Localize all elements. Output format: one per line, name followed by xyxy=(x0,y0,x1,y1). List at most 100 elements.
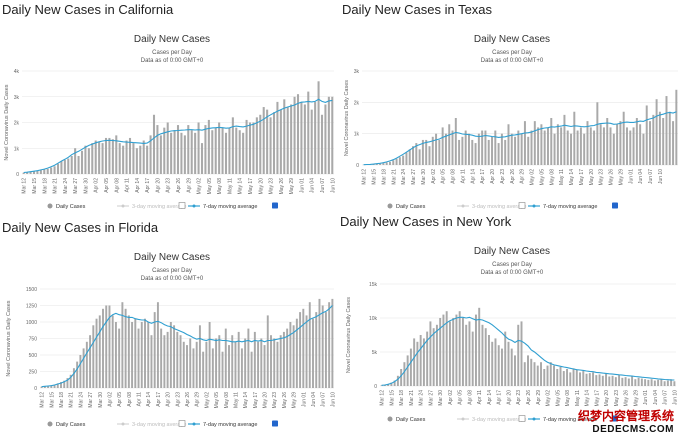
bar-daily-cases xyxy=(444,133,447,165)
legend-3-day-checkbox[interactable] xyxy=(518,202,526,209)
bar-daily-cases xyxy=(379,163,382,165)
x-tick-label: Jun 01 xyxy=(643,390,649,405)
x-tick-label: May 20 xyxy=(263,392,269,409)
bar-daily-cases xyxy=(608,376,611,386)
bar-daily-cases xyxy=(487,335,490,386)
chart-subtitle-date: Data as of 0:00 GMT+0 xyxy=(141,58,204,64)
bar-daily-cases xyxy=(124,308,127,388)
bar-daily-cases xyxy=(627,378,630,386)
x-tick-label: Apr 17 xyxy=(480,169,486,184)
chart-title: Daily New Cases xyxy=(134,34,210,45)
bar-daily-cases xyxy=(134,318,137,388)
x-tick-label: Mar 15 xyxy=(389,390,395,406)
bar-daily-cases xyxy=(644,379,647,386)
x-tick-label: Mar 12 xyxy=(40,392,46,408)
y-tick-label: 0 xyxy=(356,163,359,169)
legend-7-day-checkbox[interactable] xyxy=(612,415,618,422)
bar-daily-cases xyxy=(520,133,523,165)
bar-daily-cases xyxy=(252,122,255,174)
bar-daily-cases xyxy=(128,137,132,174)
bar-daily-cases xyxy=(295,318,298,388)
bar-daily-cases xyxy=(218,335,221,388)
x-tick-label: May 20 xyxy=(258,178,264,195)
bar-daily-cases xyxy=(169,322,172,388)
bar-daily-cases xyxy=(543,130,546,165)
bar-daily-cases xyxy=(238,130,241,174)
bar-daily-cases xyxy=(153,312,156,388)
x-tick-label: Apr 14 xyxy=(487,390,493,405)
bar-daily-cases xyxy=(477,133,480,165)
bar-daily-cases xyxy=(556,124,559,165)
bar-daily-cases xyxy=(118,143,121,174)
y-tick-label: 2k xyxy=(14,121,20,127)
bar-daily-cases xyxy=(647,379,650,386)
bar-daily-cases xyxy=(618,375,621,386)
bar-daily-cases xyxy=(263,345,266,388)
bar-daily-cases xyxy=(127,315,130,388)
bar-daily-cases xyxy=(192,348,195,388)
bar-daily-cases xyxy=(372,164,375,165)
bar-daily-cases xyxy=(257,341,260,388)
bar-daily-cases xyxy=(464,130,467,165)
bar-daily-cases xyxy=(474,143,477,165)
legend-7-day-checkbox[interactable] xyxy=(612,202,618,209)
legend-3-day-checkbox[interactable] xyxy=(178,420,186,427)
bar-daily-cases xyxy=(592,372,595,386)
legend-3-day-checkbox[interactable] xyxy=(178,202,186,209)
x-tick-label: Mar 24 xyxy=(401,169,407,185)
bar-daily-cases xyxy=(160,328,163,388)
bar-daily-cases xyxy=(190,130,193,174)
x-tick-label: Apr 20 xyxy=(490,169,496,184)
x-tick-label: Apr 29 xyxy=(536,390,542,405)
legend-daily-cases-label: Daily Cases xyxy=(56,204,86,210)
bar-daily-cases xyxy=(631,376,634,386)
bar-daily-cases xyxy=(303,104,306,174)
bar-daily-cases xyxy=(328,302,331,388)
bar-daily-cases xyxy=(142,140,145,174)
legend-3-day-marker xyxy=(121,422,125,426)
bar-daily-cases xyxy=(614,377,617,386)
chart-texas: Daily New Cases Cases per Day Data as of… xyxy=(344,34,678,210)
x-tick-label: May 17 xyxy=(248,178,254,195)
y-tick-label: 2k xyxy=(354,100,360,106)
line-7-day-moving-average xyxy=(381,316,675,386)
bar-daily-cases xyxy=(43,386,46,388)
bar-daily-cases xyxy=(331,96,334,174)
bar-daily-cases xyxy=(520,321,523,386)
bar-daily-cases xyxy=(653,380,656,386)
bar-daily-cases xyxy=(517,324,520,386)
chart-title: Daily New Cases xyxy=(134,252,210,263)
bar-daily-cases xyxy=(536,365,539,386)
x-tick-label: Jun 07 xyxy=(320,178,326,193)
bar-daily-cases xyxy=(622,111,625,165)
y-tick-label: 4k xyxy=(14,69,20,75)
bar-daily-cases xyxy=(507,124,510,165)
bar-daily-cases xyxy=(491,136,494,165)
bar-daily-cases xyxy=(149,135,152,174)
bar-daily-cases xyxy=(471,139,474,165)
x-tick-label: May 14 xyxy=(243,392,249,409)
bar-daily-cases xyxy=(523,121,526,165)
y-tick-label: 5k xyxy=(372,350,378,356)
page-title-new-york: Daily New Cases in New York xyxy=(340,214,512,229)
bar-daily-cases xyxy=(546,365,549,386)
bar-daily-cases xyxy=(66,378,69,388)
bar-daily-cases xyxy=(655,99,658,165)
bar-daily-cases xyxy=(105,305,108,388)
bar-daily-cases xyxy=(392,160,395,165)
bar-daily-cases xyxy=(260,338,263,388)
bar-daily-cases xyxy=(596,102,599,165)
bar-daily-cases xyxy=(612,133,615,165)
bar-daily-cases xyxy=(163,335,166,388)
legend-7-day-checkbox[interactable] xyxy=(272,420,278,427)
bar-daily-cases xyxy=(640,378,643,386)
legend-3-day-checkbox[interactable] xyxy=(518,415,526,422)
line-7-day-moving-average xyxy=(23,98,333,174)
bar-daily-cases xyxy=(250,351,253,388)
bar-daily-cases xyxy=(467,133,470,165)
bar-daily-cases xyxy=(418,149,421,165)
bar-daily-cases xyxy=(318,298,321,388)
bar-daily-cases xyxy=(150,335,153,388)
legend-7-day-checkbox[interactable] xyxy=(272,202,278,209)
chart-subtitle-units: Cases per Day xyxy=(492,50,532,56)
